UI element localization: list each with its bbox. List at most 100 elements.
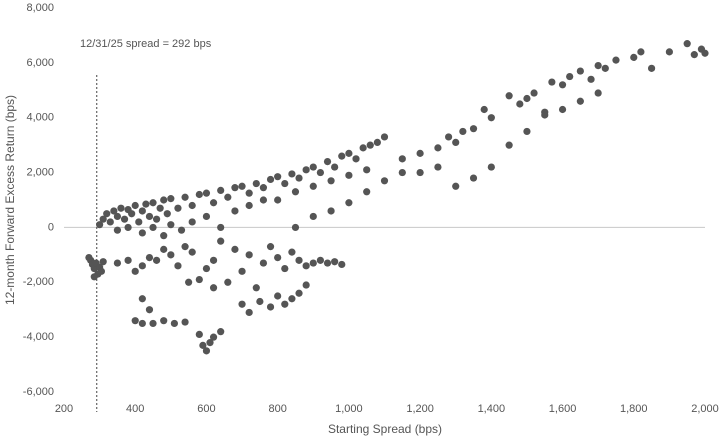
point [224,278,232,286]
point [469,174,478,182]
point [245,308,253,317]
point [110,207,118,215]
point [601,64,609,72]
point [238,267,246,275]
point [252,284,260,292]
point [106,218,114,226]
point [245,189,253,197]
point [202,347,211,355]
point [566,72,574,81]
point [281,179,289,188]
point [281,300,289,308]
point [160,196,168,204]
point [274,173,282,181]
point [206,339,214,347]
point [209,333,218,341]
point [145,254,154,262]
point [480,105,488,114]
point [174,262,182,270]
y-axis-label: 12-month Forward Excess Return (bps) [3,95,17,305]
point [380,133,389,141]
y-tick-label: -4,000 [23,331,54,343]
point [99,258,107,266]
x-tick-label: 600 [197,403,215,415]
point [138,295,146,303]
point [373,138,381,146]
point [209,199,218,207]
point [152,215,161,223]
point [594,62,602,70]
point [487,114,495,122]
point [309,212,317,221]
point [331,258,339,266]
point [523,94,531,103]
point [587,75,595,83]
point [138,207,146,215]
x-tick-label: 400 [126,403,144,415]
reference-label: 12/31/25 spread = 292 bps [80,38,212,50]
point [274,254,282,262]
point [345,149,353,157]
point [576,97,584,105]
point [217,223,225,232]
point [117,204,125,212]
point [309,259,317,267]
point [199,341,207,349]
point [548,78,556,86]
point [291,188,300,196]
point [185,278,193,286]
point [245,201,253,210]
x-tick-label: 1,400 [478,403,506,415]
point [259,184,268,192]
point [288,170,296,178]
point [309,163,317,171]
point [231,207,239,215]
point [487,163,495,171]
point [245,251,253,259]
x-axis-label: Starting Spread (bps) [328,422,442,436]
point [238,300,246,308]
point [170,319,178,328]
point [363,188,371,196]
point [398,155,406,163]
point [217,328,225,336]
point [530,89,538,97]
point [701,49,709,57]
point [523,127,531,136]
point [612,56,620,64]
point [181,243,189,251]
point [120,215,129,223]
point [131,317,139,325]
point [160,317,168,325]
x-tick-label: 1,200 [406,403,434,415]
point [665,48,673,56]
point [160,232,168,240]
point [345,171,353,179]
point [252,179,260,188]
point [195,275,203,284]
x-tick-label: 200 [55,403,73,415]
x-tick-label: 1,000 [335,403,363,415]
point [434,144,442,152]
point [113,212,122,221]
point [195,330,203,338]
point [594,89,602,97]
point [516,100,524,108]
point [103,210,111,218]
point [541,111,549,119]
point [160,245,168,253]
point [231,245,239,253]
point [452,138,460,146]
point [398,168,406,177]
point [135,218,143,226]
point [99,215,107,223]
point [90,273,98,281]
point [145,306,154,314]
point [359,144,367,152]
point [156,204,164,212]
point [181,318,189,326]
point [188,218,196,226]
point [202,189,211,197]
point [363,166,371,174]
point [327,207,335,215]
